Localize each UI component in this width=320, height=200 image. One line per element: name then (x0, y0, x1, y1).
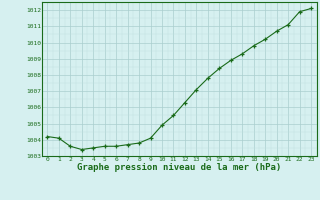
X-axis label: Graphe pression niveau de la mer (hPa): Graphe pression niveau de la mer (hPa) (77, 163, 281, 172)
